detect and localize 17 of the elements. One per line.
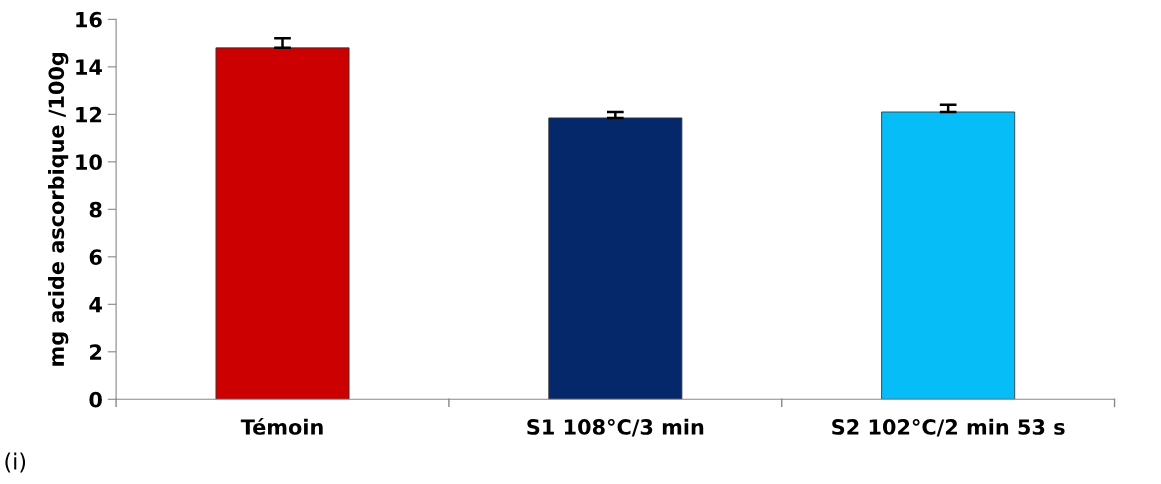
x-tick-label: S1 108°C/3 min: [527, 418, 704, 437]
y-tick-label: 10: [76, 154, 102, 171]
y-tick-label: 8: [89, 201, 102, 218]
y-tick-label: 14: [76, 59, 102, 75]
y-tick-label: 6: [89, 249, 102, 266]
bar: [215, 47, 350, 400]
bar: [881, 111, 1016, 400]
x-tick-label: S2 102°C/2 min 53 s: [832, 418, 1065, 437]
y-tick-label: 2: [90, 344, 102, 360]
bar: [548, 117, 683, 400]
y-tick-label: 16: [76, 11, 102, 28]
text: (i): [5, 452, 26, 473]
x-tick-label: Témoin: [240, 417, 323, 435]
y-tick-label: 12: [76, 106, 102, 123]
y-tick-label: 0: [89, 391, 102, 408]
y-axis-title: mg acide ascorbique /100g: [48, 52, 69, 366]
y-tick-label: 4: [89, 297, 102, 313]
